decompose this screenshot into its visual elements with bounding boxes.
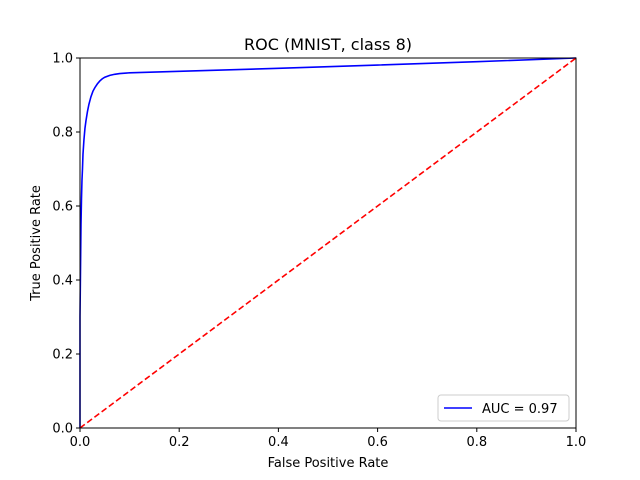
legend-label: AUC = 0.97 bbox=[482, 402, 558, 417]
reference-diagonal-line bbox=[79, 57, 577, 429]
legend-box bbox=[437, 394, 570, 422]
chart-title: ROC (MNIST, class 8) bbox=[244, 35, 412, 54]
y-tick-label: 0.6 bbox=[52, 200, 73, 215]
series-layer bbox=[79, 57, 577, 429]
plot-frame bbox=[79, 57, 577, 429]
y-axis-label: True Positive Rate bbox=[29, 185, 44, 302]
y-axis: 0.0 0.2 0.4 0.6 0.8 1.0 bbox=[52, 52, 80, 437]
y-tick-label: 0.0 bbox=[52, 422, 73, 437]
y-tick-label: 1.0 bbox=[52, 52, 73, 67]
y-tick-label: 0.8 bbox=[52, 126, 73, 141]
x-tick-label: 0.4 bbox=[268, 435, 289, 450]
x-tick-label: 0.2 bbox=[169, 435, 190, 450]
x-tick-label: 0.8 bbox=[466, 435, 487, 450]
roc-curve-line bbox=[79, 57, 577, 428]
x-tick-label: 1.0 bbox=[566, 435, 587, 450]
y-tick-label: 0.2 bbox=[52, 348, 73, 363]
x-tick-label: 0.6 bbox=[367, 435, 388, 450]
x-axis: 0.0 0.2 0.4 0.6 0.8 1.0 bbox=[70, 428, 587, 450]
x-tick-label: 0.0 bbox=[70, 435, 91, 450]
y-tick-label: 0.4 bbox=[52, 274, 73, 289]
legend: AUC = 0.97 bbox=[437, 394, 570, 422]
x-axis-label: False Positive Rate bbox=[268, 456, 389, 471]
